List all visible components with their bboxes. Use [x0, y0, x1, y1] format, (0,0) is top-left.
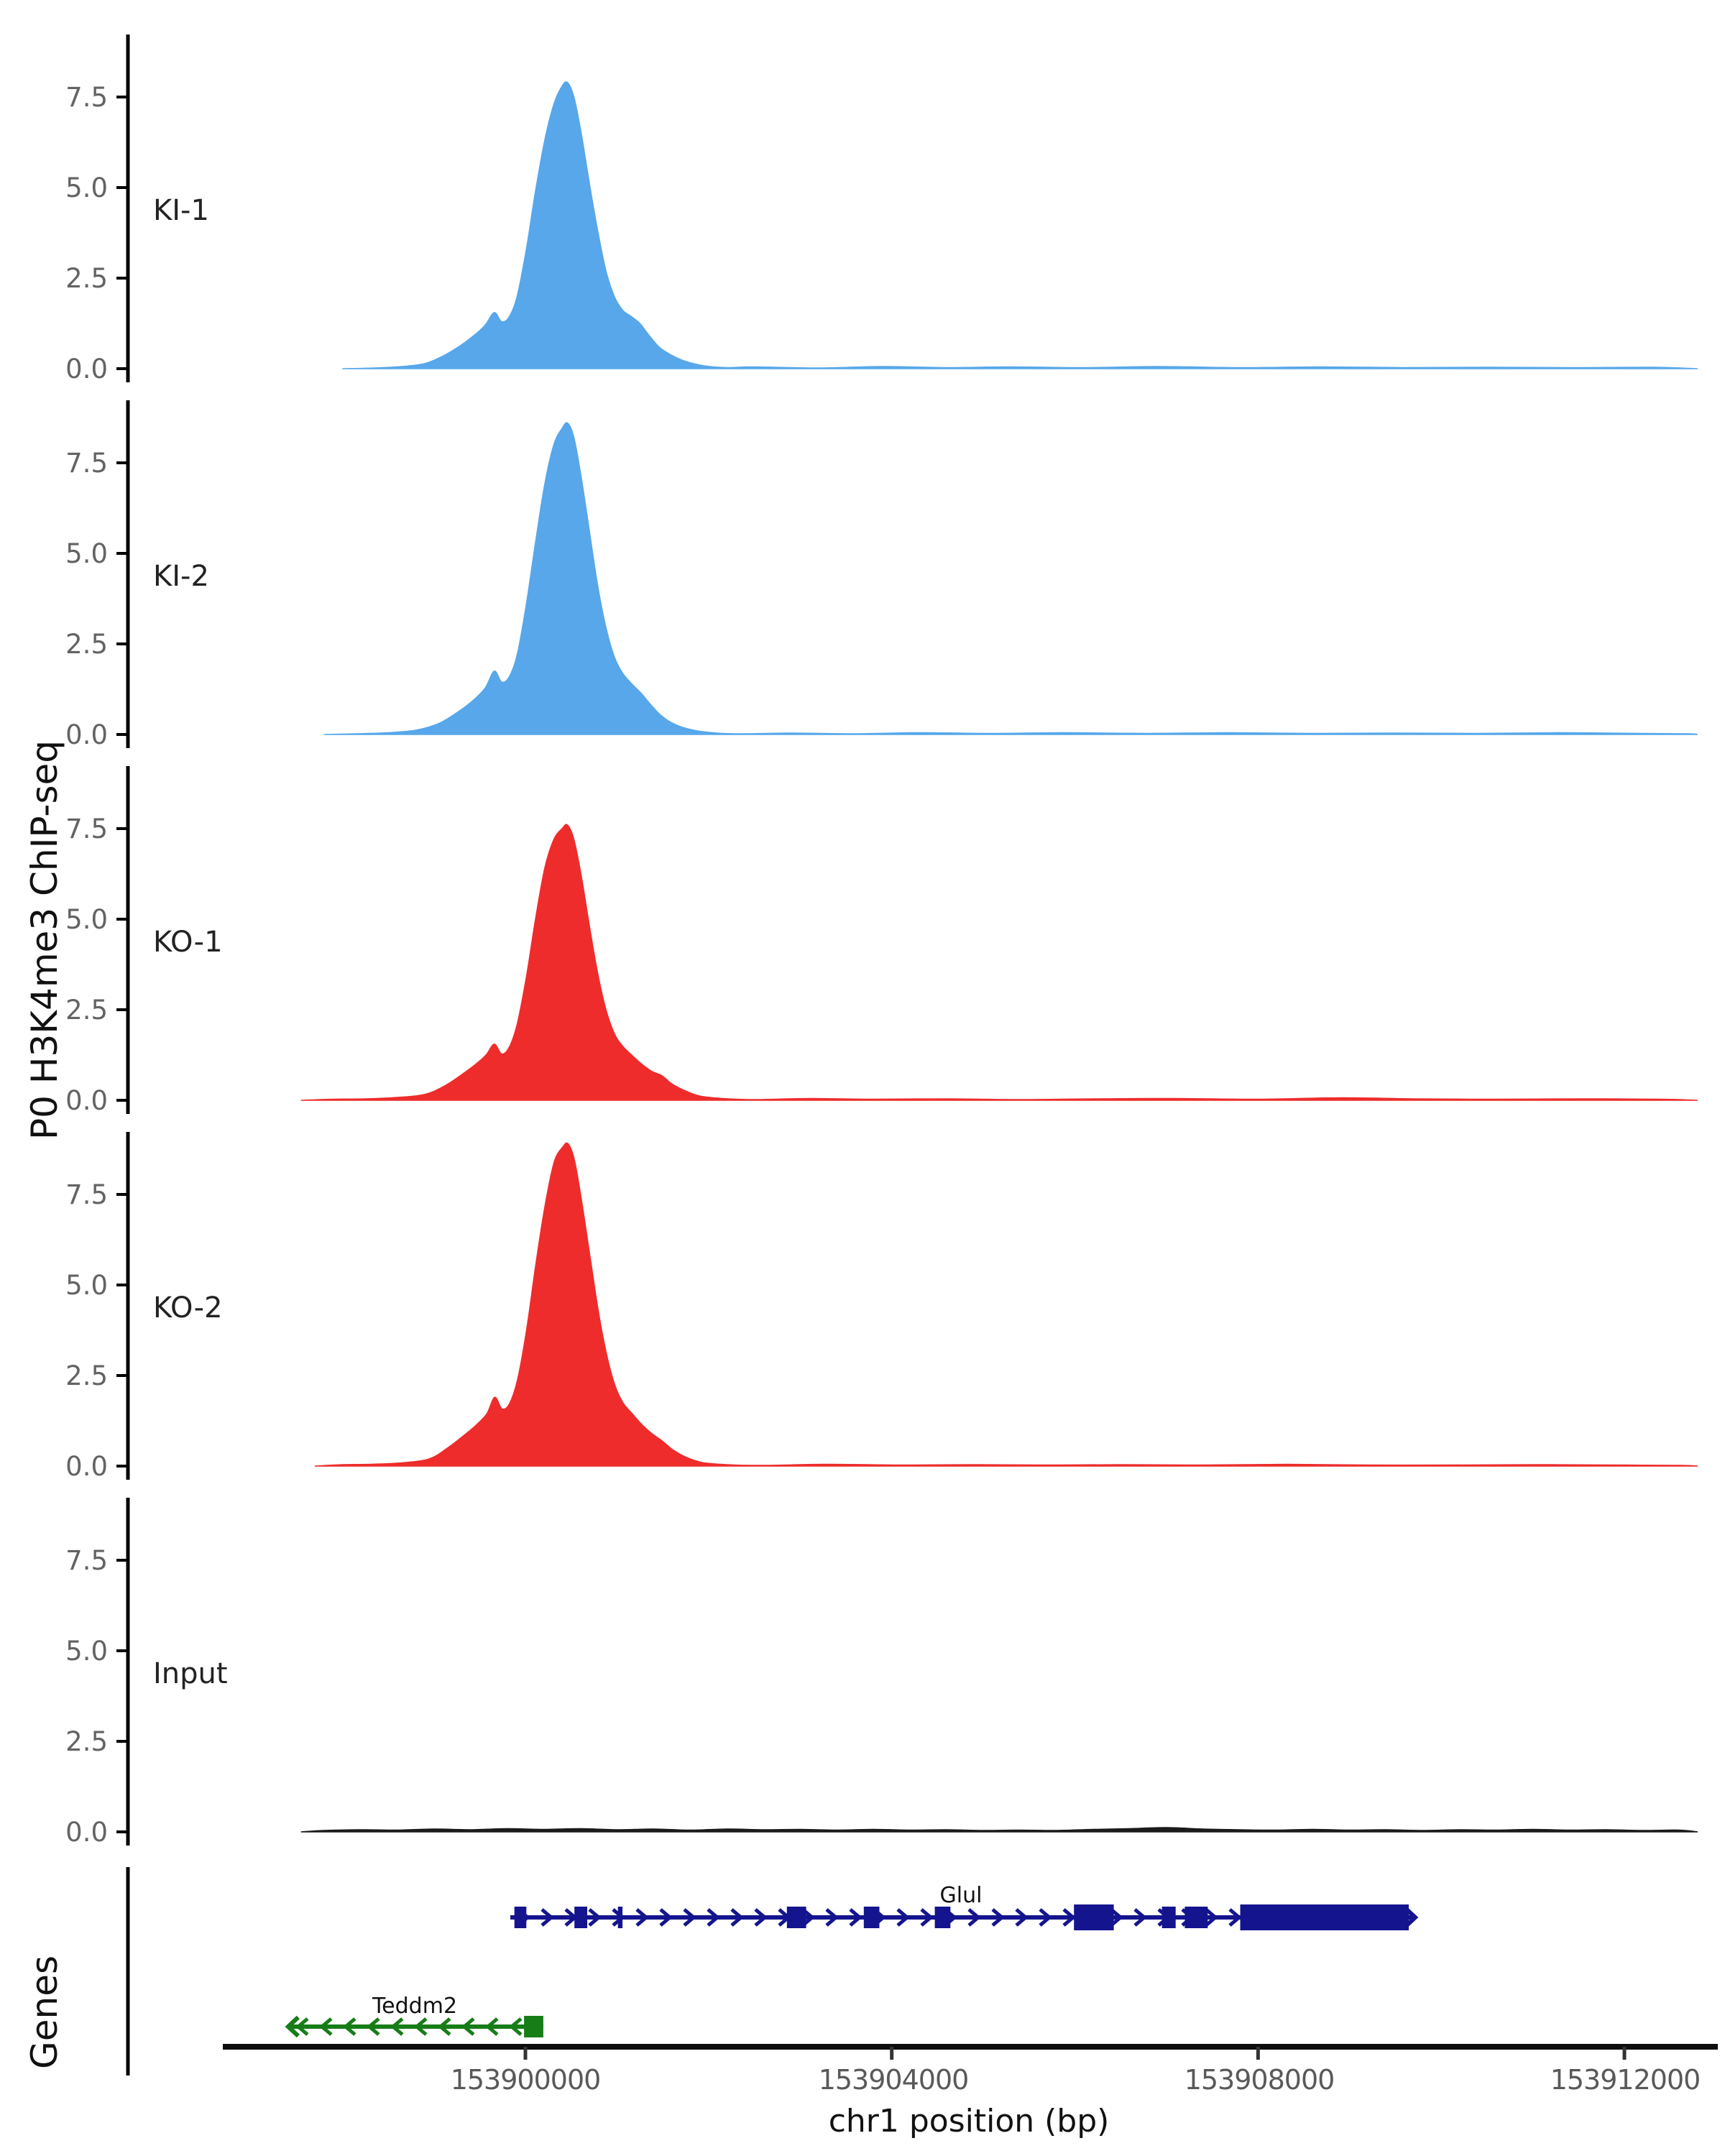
strand-arrow-icon — [707, 1908, 720, 1927]
x-tick-label: 153904000 — [818, 2064, 970, 2096]
strand-arrow-icon — [588, 1908, 602, 1927]
track-area-ki-1 — [342, 81, 1698, 369]
y-tick-label: 5.0 — [65, 1636, 108, 1667]
strand-arrow-icon — [1228, 1908, 1242, 1927]
strand-arrow-icon — [659, 1908, 673, 1927]
track-area-input — [300, 1827, 1698, 1833]
strand-arrow-icon — [754, 1908, 768, 1927]
track-area-ko-2 — [314, 1142, 1698, 1467]
strand-arrow-icon — [485, 2017, 499, 2036]
strand-arrow-icon — [438, 2017, 451, 2036]
gene-label-glul: Glul — [939, 1883, 983, 1908]
x-tick-label: 153908000 — [1184, 2064, 1335, 2096]
exon-glul — [1240, 1904, 1409, 1930]
strand-arrow-icon — [509, 2017, 523, 2036]
track-label-ki-1: KI-1 — [153, 194, 209, 227]
exon-glul — [514, 1907, 527, 1928]
exon-glul — [1162, 1907, 1176, 1928]
strand-arrow-icon — [920, 1908, 934, 1927]
y-tick-label: 2.5 — [65, 263, 108, 294]
exon-glul — [786, 1907, 806, 1928]
strand-arrow-icon — [343, 2017, 356, 2036]
track-area-ki-2 — [323, 422, 1698, 735]
y-tick-label: 5.0 — [65, 172, 108, 203]
y-tick-label: 2.5 — [65, 1360, 108, 1391]
exon-glul — [934, 1907, 951, 1928]
y-tick-label: 7.5 — [65, 82, 108, 113]
strand-arrow-icon — [1110, 1908, 1123, 1927]
exon-teddm2 — [524, 2016, 543, 2037]
strand-arrow-icon — [1133, 1908, 1147, 1927]
strand-arrow-icon — [540, 1908, 554, 1927]
y-tick-label: 0.0 — [65, 354, 108, 384]
y-tick-label: 2.5 — [65, 1726, 108, 1757]
y-tick-label: 2.5 — [65, 629, 108, 660]
gene-label-teddm2: Teddm2 — [372, 1994, 458, 2019]
y-tick-label: 7.5 — [65, 1545, 108, 1576]
y-tick-label: 2.5 — [65, 995, 108, 1026]
exon-glul — [574, 1907, 587, 1928]
strand-arrow-icon — [319, 2017, 333, 2036]
strand-arrow-icon — [367, 2017, 380, 2036]
exon-glul — [617, 1907, 623, 1928]
exon-glul — [1184, 1907, 1208, 1928]
strand-arrow-icon — [414, 2017, 428, 2036]
exon-glul — [863, 1907, 880, 1928]
y-tick-label: 0.0 — [65, 1817, 108, 1848]
strand-arrow-icon — [1039, 1908, 1052, 1927]
y-tick-label: 0.0 — [65, 1085, 108, 1116]
strand-arrow-icon — [825, 1908, 839, 1927]
strand-arrow-icon — [967, 1908, 981, 1927]
y-tick-label: 5.0 — [65, 904, 108, 935]
y-tick-label: 7.5 — [65, 1179, 108, 1210]
strand-arrow-icon — [390, 2017, 404, 2036]
y-tick-label: 7.5 — [65, 448, 108, 479]
y-tick-label: 5.0 — [65, 1270, 108, 1301]
x-tick-label: 153900000 — [450, 2064, 602, 2096]
strand-arrow-icon — [1062, 1908, 1076, 1927]
track-label-ki-2: KI-2 — [153, 560, 209, 593]
x-axis-title: chr1 position (bp) — [828, 2103, 1110, 2139]
track-label-ko-2: KO-2 — [153, 1291, 223, 1325]
track-label-ko-1: KO-1 — [153, 926, 223, 959]
y-axis-group-label: P0 H3K4me3 ChIP-seq — [24, 740, 65, 1141]
strand-arrow-icon — [991, 1908, 1005, 1927]
strand-arrow-icon — [295, 2017, 309, 2036]
strand-arrow-icon — [635, 1908, 649, 1927]
y-tick-label: 0.0 — [65, 719, 108, 750]
strand-arrow-icon — [849, 1908, 862, 1927]
y-tick-label: 0.0 — [65, 1451, 108, 1482]
gene-end-arrow-icon — [285, 2015, 300, 2038]
exon-glul — [1074, 1904, 1114, 1930]
track-label-input: Input — [153, 1657, 228, 1690]
strand-arrow-icon — [1015, 1908, 1029, 1927]
y-axis-genes-label: Genes — [24, 1955, 65, 2070]
strand-arrow-icon — [461, 2017, 475, 2036]
strand-arrow-icon — [1205, 1908, 1218, 1927]
track-area-ko-1 — [300, 824, 1698, 1101]
y-tick-label: 7.5 — [65, 814, 108, 844]
x-tick-label: 153912000 — [1550, 2064, 1701, 2096]
strand-arrow-icon — [683, 1908, 696, 1927]
strand-arrow-icon — [896, 1908, 910, 1927]
y-tick-label: 5.0 — [65, 538, 108, 569]
strand-arrow-icon — [730, 1908, 744, 1927]
